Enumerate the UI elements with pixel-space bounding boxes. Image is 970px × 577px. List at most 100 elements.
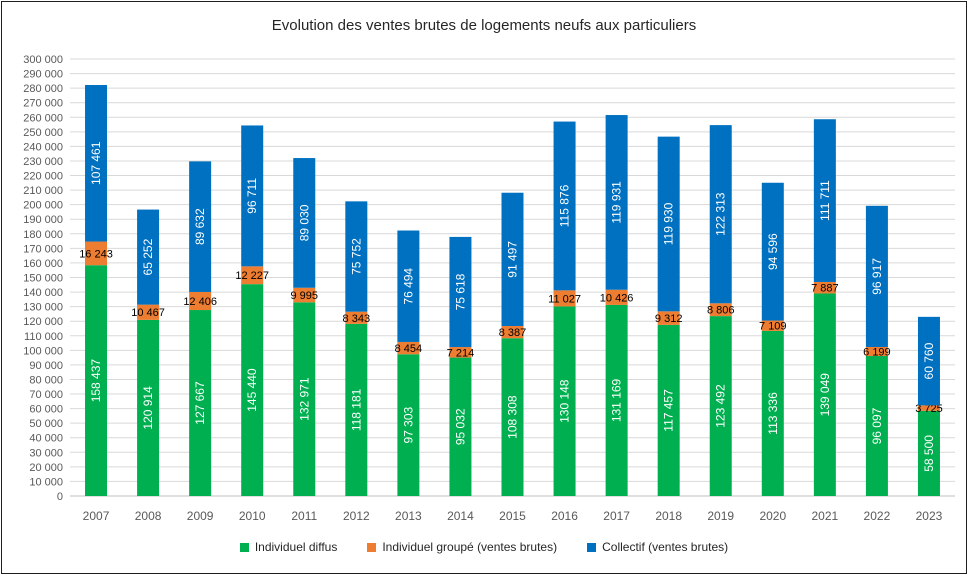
data-label: 75 618 [453, 273, 467, 310]
data-label: 139 049 [818, 373, 832, 417]
x-tick-label: 2009 [187, 509, 214, 523]
data-label: 7 109 [759, 321, 787, 333]
x-tick-label: 2020 [759, 509, 786, 523]
x-tick-label: 2022 [864, 509, 891, 523]
bar-segment [449, 347, 472, 358]
y-tick-label: 40 000 [29, 433, 63, 445]
data-label: 117 457 [662, 389, 676, 432]
legend-item-collectif: Collectif (ventes brutes) [587, 540, 728, 554]
legend-swatch-orange [367, 542, 377, 552]
legend-item-individuel-diffus: Individuel diffus [239, 540, 337, 554]
x-tick-label: 2015 [499, 509, 526, 523]
bar-segment [85, 265, 108, 496]
legend-label: Individuel groupé (ventes brutes) [382, 540, 558, 554]
bar-segment [917, 410, 940, 496]
bar-segment [85, 85, 108, 242]
data-label: 60 760 [922, 342, 936, 379]
chart-title: Evolution des ventes brutes de logements… [271, 17, 697, 34]
x-tick-label: 2011 [291, 509, 317, 523]
x-tick-label: 2016 [551, 509, 578, 523]
y-tick-label: 170 000 [23, 243, 63, 255]
y-tick-label: 250 000 [23, 127, 63, 139]
data-label: 7 887 [811, 283, 839, 295]
bar-segment [813, 293, 836, 496]
data-label: 12 406 [183, 296, 217, 308]
x-tick-label: 2007 [83, 509, 110, 523]
bar-segment [501, 326, 524, 339]
data-label: 119 930 [662, 202, 676, 245]
bar-segment [189, 310, 212, 496]
bar-segment [605, 289, 628, 305]
data-label: 96 097 [870, 407, 884, 444]
bar-segment [137, 319, 160, 496]
y-tick-label: 30 000 [29, 447, 63, 459]
bar-segment [241, 125, 264, 267]
y-tick-label: 240 000 [23, 141, 63, 153]
data-label: 8 387 [499, 327, 527, 339]
data-label: 12 227 [235, 270, 269, 282]
bar-segment [657, 136, 680, 312]
data-label: 108 308 [506, 395, 520, 439]
data-label: 96 917 [870, 258, 884, 295]
bar-segment [241, 284, 264, 496]
y-tick-label: 300 000 [23, 54, 63, 66]
x-tick-label: 2012 [343, 509, 370, 523]
y-tick-label: 60 000 [29, 404, 63, 416]
bar-segment [501, 192, 524, 327]
bar-segment [553, 290, 576, 307]
y-tick-label: 140 000 [23, 287, 63, 299]
data-label: 89 030 [297, 204, 311, 241]
y-tick-label: 160 000 [23, 258, 63, 270]
y-tick-label: 260 000 [23, 112, 63, 124]
bar-segment [85, 241, 108, 266]
data-label: 58 500 [922, 435, 936, 472]
legend-label: Collectif (ventes brutes) [602, 540, 729, 554]
data-label: 16 243 [79, 248, 113, 260]
bar-segment [189, 161, 212, 292]
bar-segment [241, 266, 264, 285]
y-tick-label: 200 000 [23, 200, 63, 212]
bar-segment [293, 158, 316, 288]
y-tick-label: 110 000 [24, 331, 63, 343]
y-tick-label: 230 000 [23, 156, 63, 168]
x-tick-label: 2013 [395, 509, 422, 523]
data-label: 6 199 [863, 347, 891, 359]
bar-segment [709, 303, 732, 317]
data-label: 145 440 [245, 368, 259, 412]
bar-segment [761, 330, 784, 496]
y-tick-label: 130 000 [23, 302, 63, 314]
y-tick-label: 270 000 [23, 98, 63, 110]
y-tick-label: 290 000 [23, 69, 63, 81]
x-tick-label: 2008 [135, 509, 162, 523]
bar-segment [657, 311, 680, 325]
bar-segment [553, 306, 576, 496]
data-label: 96 711 [245, 178, 259, 214]
data-label: 91 497 [506, 241, 520, 278]
bar-segment [553, 121, 576, 291]
y-tick-label: 50 000 [29, 418, 63, 430]
legend-swatch-green [239, 542, 249, 552]
x-tick-label: 2019 [707, 509, 734, 523]
data-label: 76 494 [401, 268, 415, 305]
y-tick-label: 280 000 [23, 83, 63, 95]
data-label: 89 632 [193, 208, 207, 245]
y-tick-label: 20 000 [29, 462, 63, 474]
bar-segment [449, 236, 472, 348]
data-label: 65 252 [141, 238, 155, 275]
data-label: 7 214 [447, 347, 475, 359]
y-tick-label: 80 000 [29, 374, 63, 386]
bar-segment [345, 323, 368, 496]
bar-segment [813, 281, 836, 294]
y-tick-label: 100 000 [23, 345, 63, 357]
data-label: 11 027 [548, 293, 581, 305]
y-tick-label: 150 000 [23, 273, 63, 285]
data-label: 132 971 [297, 377, 311, 421]
data-label: 8 454 [395, 343, 423, 355]
bar-segment [345, 311, 368, 324]
data-label: 123 492 [714, 384, 728, 428]
bar-segment [137, 304, 160, 320]
data-label: 8 806 [707, 305, 735, 317]
bar-segment [397, 341, 420, 355]
